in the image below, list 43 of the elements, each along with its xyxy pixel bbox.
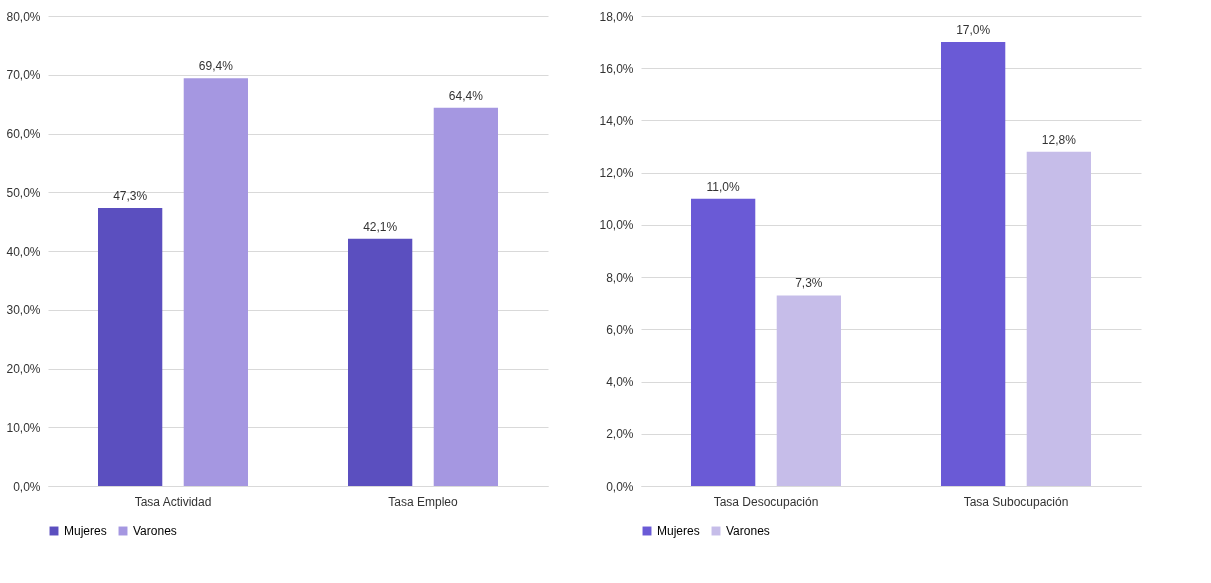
data-label: 17,0% [956, 23, 991, 38]
y-tick-label: 0,0% [606, 479, 634, 494]
x-tick-label: Tasa Actividad [134, 494, 212, 509]
legend-label: Mujeres [657, 524, 700, 538]
y-tick-label: 14,0% [599, 113, 634, 128]
data-label: 11,0% [706, 179, 741, 194]
bar [98, 208, 163, 486]
legend-label: Varones [133, 524, 177, 538]
y-tick-label: 30,0% [6, 303, 41, 318]
y-tick-label: 20,0% [6, 362, 41, 376]
legend-label: Mujeres [64, 524, 107, 538]
legend-label: Varones [726, 524, 770, 538]
y-tick-label: 10,0% [6, 420, 41, 435]
data-label: 7,3% [795, 276, 823, 291]
bar [433, 107, 498, 486]
y-tick-label: 12,0% [599, 166, 634, 181]
bar [776, 295, 841, 486]
y-tick-label: 50,0% [6, 185, 41, 200]
y-tick-label: 18,0% [599, 9, 634, 24]
y-tick-label: 80,0% [6, 9, 41, 24]
data-label: 69,4% [198, 59, 234, 74]
data-label: 12,8% [1041, 132, 1077, 147]
y-tick-label: 4,0% [606, 375, 634, 390]
y-tick-label: 60,0% [6, 127, 41, 141]
y-tick-label: 16,0% [599, 61, 634, 76]
data-label: 42,1% [363, 219, 398, 234]
data-label: 64,4% [448, 88, 484, 103]
y-tick-label: 2,0% [606, 427, 634, 442]
bar [1026, 151, 1091, 486]
y-tick-label: 0,0% [13, 479, 41, 494]
y-tick-label: 8,0% [606, 270, 634, 285]
x-tick-label: Tasa Desocupación [713, 494, 819, 509]
y-tick-label: 6,0% [606, 322, 634, 337]
bar [183, 78, 248, 486]
bar [691, 198, 756, 486]
y-tick-label: 70,0% [6, 68, 41, 83]
x-tick-label: Tasa Subocupación [963, 494, 1069, 509]
data-label: 47,3% [113, 189, 148, 204]
bar [941, 42, 1006, 486]
y-tick-label: 10,0% [599, 218, 634, 233]
y-tick-label: 40,0% [6, 244, 41, 259]
bar [348, 238, 413, 486]
x-tick-label: Tasa Empleo [388, 494, 459, 509]
